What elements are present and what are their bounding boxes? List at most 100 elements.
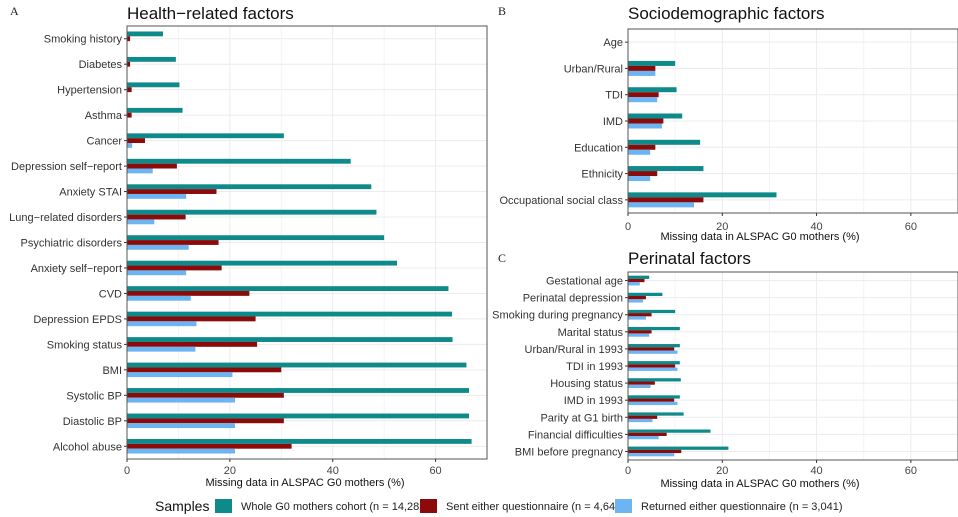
bar-whole (628, 275, 650, 279)
bar-sent (628, 313, 652, 317)
category-label: Diastolic BP (63, 416, 122, 428)
panel-title: Health−related factors (127, 4, 294, 23)
bar-sent (127, 214, 186, 220)
bar-whole (628, 292, 663, 297)
category-label: Gestational age (546, 276, 623, 288)
bar-sent (628, 118, 664, 124)
bar-sent (127, 316, 256, 322)
bar-whole (628, 326, 680, 331)
legend-swatch-returned (615, 499, 632, 513)
bar-whole (127, 107, 183, 113)
bar-returned (628, 149, 651, 155)
legend-label: Whole G0 mothers cohort (n = 14,282) (241, 501, 429, 513)
bar-whole (127, 133, 284, 139)
x-tick-label: 0 (124, 465, 130, 477)
category-label: Age (603, 37, 623, 49)
category-label: Depression EPDS (33, 314, 122, 326)
legend-label: Returned either questionnaire (n = 3,041… (641, 501, 843, 513)
bar-whole (628, 429, 711, 433)
bar-whole (628, 113, 683, 119)
bar-returned (628, 435, 659, 440)
bar-sent (628, 432, 667, 436)
bar-whole (628, 446, 729, 450)
category-label: Anxiety self−report (31, 263, 122, 275)
y-axis: Gestational age Perinatal depression Smoki… (492, 276, 628, 458)
bar-returned (628, 123, 662, 129)
x-tick-label: 40 (810, 221, 822, 233)
bar-returned (628, 418, 653, 423)
bar-sent (127, 418, 284, 424)
bar-sent (127, 189, 217, 194)
bar-sent (628, 398, 675, 402)
bar-returned (628, 384, 651, 388)
x-axis-title: Missing data in ALSPAC G0 mothers (%) (205, 477, 404, 489)
bar-whole (628, 166, 704, 172)
bar-sent (628, 278, 645, 283)
bar-returned (628, 299, 644, 303)
panel-letter: A (10, 4, 19, 18)
y-axis: Smoking history Diabetes Hypertension Asthm… (9, 34, 127, 453)
bar-whole (127, 311, 453, 317)
bar-returned (628, 176, 651, 182)
category-label: IMD (603, 116, 623, 128)
bar-returned (127, 321, 197, 327)
category-label: Urban/Rural (564, 63, 623, 75)
x-tick-label: 20 (716, 221, 728, 233)
category-label: TDI (605, 90, 623, 102)
bar-returned (628, 333, 650, 337)
gridlines (627, 29, 958, 213)
bar-sent (127, 367, 282, 373)
x-tick-label: 40 (810, 465, 822, 477)
bar-returned (127, 372, 233, 378)
bar-sent (628, 171, 658, 177)
bar-sent (628, 144, 656, 150)
category-label: BMI (102, 365, 122, 377)
bar-sent (127, 112, 132, 118)
category-label: Psychiatric disorders (21, 238, 123, 250)
bar-returned (127, 448, 235, 454)
bar-sent (628, 364, 676, 368)
category-label: Alcohol abuse (53, 441, 122, 453)
bar-whole (628, 395, 680, 399)
bar-returned (628, 70, 656, 76)
category-label: Financial difficulties (528, 429, 624, 441)
category-label: TDI in 1993 (566, 361, 623, 373)
panel-frame (126, 25, 488, 460)
bar-whole (127, 388, 469, 393)
panel-frame (627, 28, 958, 214)
bar-returned (628, 282, 640, 286)
panel-b: B Sociodemographic factors Age Urban/Rural T… (498, 4, 958, 243)
bar-sent (127, 291, 250, 296)
bar-sent (127, 36, 131, 42)
x-tick-label: 0 (625, 221, 631, 233)
gridlines (126, 26, 487, 459)
bar-returned (127, 423, 235, 429)
category-label: Systolic BP (66, 390, 122, 402)
x-tick-label: 60 (429, 465, 441, 477)
bar-returned (628, 367, 678, 371)
bar-returned (127, 397, 235, 403)
x-tick-label: 40 (327, 465, 339, 477)
panel-title: Sociodemographic factors (628, 4, 825, 23)
bar-sent (127, 61, 131, 67)
bar-returned (628, 316, 646, 320)
category-label: Smoking status (47, 339, 123, 351)
category-label: Parity at G1 birth (540, 412, 623, 424)
bar-sent (628, 449, 682, 454)
bar-whole (628, 378, 681, 382)
category-label: Urban/Rural in 1993 (525, 344, 623, 356)
category-label: Anxiety STAI (59, 187, 122, 199)
bar-returned (127, 219, 155, 225)
bars (127, 31, 472, 454)
category-label: Lung−related disorders (9, 212, 122, 224)
bar-sent (127, 138, 145, 144)
bars (628, 275, 729, 457)
bar-whole (628, 412, 684, 416)
bar-whole (127, 209, 377, 215)
bar-sent (628, 92, 659, 98)
bar-whole (127, 413, 469, 419)
legend-swatch-sent (420, 499, 437, 513)
bar-sent (628, 347, 675, 351)
x-tick-label: 0 (625, 465, 631, 477)
bar-sent (628, 415, 658, 419)
